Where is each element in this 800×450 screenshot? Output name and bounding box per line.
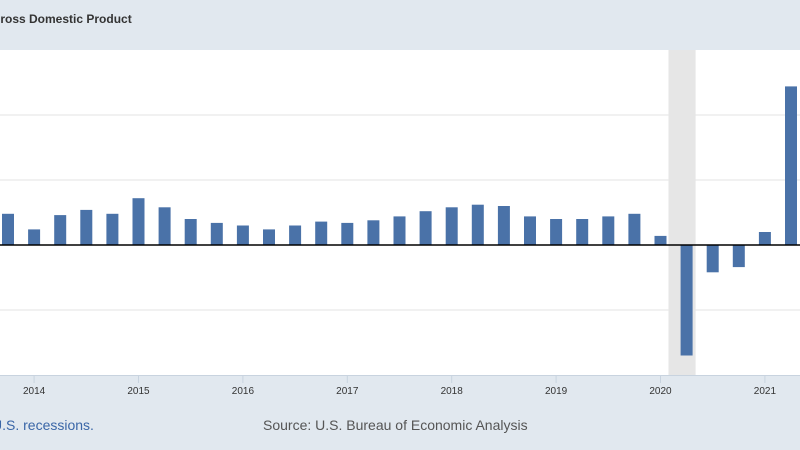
bar-2021Q2[interactable] [785, 86, 797, 246]
recessions-note-link[interactable]: U.S. recessions. [0, 417, 94, 433]
bar-2016Q3[interactable] [289, 225, 302, 246]
bar-2020Q3[interactable] [706, 245, 719, 273]
bar-2017Q2[interactable] [367, 220, 380, 245]
x-tick-label: 2019 [545, 386, 568, 397]
bar-2018Q3[interactable] [497, 206, 510, 245]
bar-2017Q3[interactable] [393, 216, 406, 245]
bar-2016Q1[interactable] [236, 225, 249, 246]
bar-2020Q4[interactable] [732, 245, 745, 268]
bar-2020Q1[interactable] [654, 235, 667, 245]
bar-2015Q1[interactable] [132, 198, 145, 245]
x-tick-label: 2018 [441, 386, 464, 397]
bar-2017Q4[interactable] [419, 211, 432, 245]
bar-2019Q4[interactable] [628, 213, 641, 245]
bar-2015Q4[interactable] [210, 222, 223, 245]
x-tick-label: 2015 [127, 386, 150, 397]
bar-2019Q1[interactable] [550, 219, 563, 245]
bar-2018Q2[interactable] [471, 204, 484, 245]
source-text: Source: U.S. Bureau of Economic Analysis [263, 417, 528, 433]
bar-2020Q2[interactable] [680, 245, 693, 356]
bar-2014Q2[interactable] [54, 215, 67, 245]
x-tick-label: 2016 [232, 386, 255, 397]
bar-2016Q4[interactable] [315, 221, 328, 245]
bar-2017Q1[interactable] [341, 222, 354, 245]
x-tick-label: 2021 [754, 386, 777, 397]
chart-header: Gross Domestic Product [0, 0, 800, 50]
bar-2021Q1[interactable] [758, 232, 771, 245]
bar-2014Q3[interactable] [80, 209, 93, 245]
bar-2014Q1[interactable] [28, 229, 41, 245]
bar-2018Q1[interactable] [445, 207, 458, 245]
bar-2013Q4[interactable] [2, 213, 14, 245]
x-tick-label: 2017 [336, 386, 359, 397]
chart-title: Gross Domestic Product [0, 12, 132, 26]
bar-2015Q2[interactable] [158, 207, 171, 245]
bar-2018Q4[interactable] [524, 216, 536, 245]
x-tick-label: 2014 [23, 386, 46, 397]
bar-2019Q2[interactable] [576, 219, 589, 245]
bar-2015Q3[interactable] [184, 219, 197, 245]
x-tick-label: 2020 [649, 386, 672, 397]
bar-2019Q3[interactable] [602, 216, 615, 245]
bar-2016Q2[interactable] [263, 229, 275, 245]
bar-2014Q4[interactable] [106, 213, 119, 245]
